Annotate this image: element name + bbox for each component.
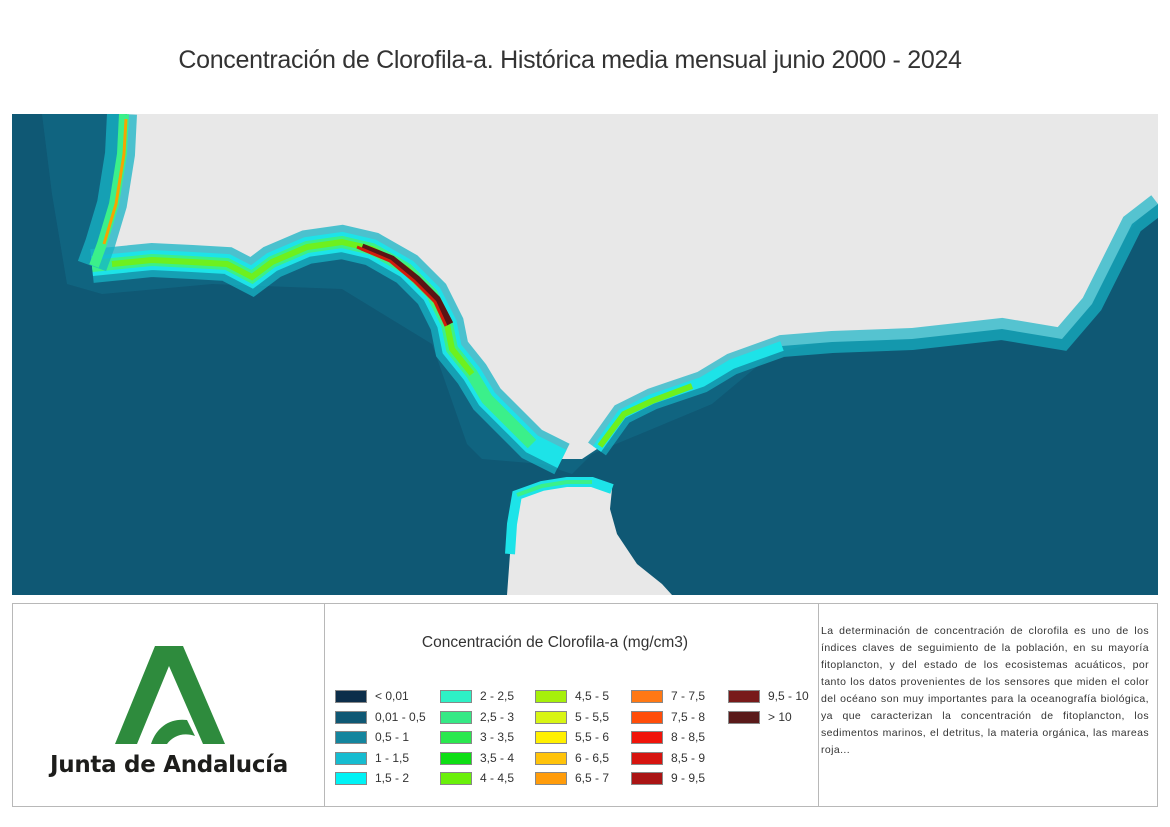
legend-label: 9 - 9,5	[671, 771, 706, 785]
legend-swatch	[440, 710, 472, 724]
legend-label: 5 - 5,5	[575, 709, 610, 724]
legend-label: 3,5 - 4	[480, 750, 515, 765]
legend-swatch	[535, 690, 567, 703]
legend-swatch	[335, 772, 367, 785]
legend-swatch	[335, 710, 367, 724]
legend-swatch	[440, 751, 472, 765]
legend-swatch	[631, 690, 663, 703]
legend-swatch	[631, 731, 663, 744]
legend-swatch	[535, 731, 567, 744]
description-section: La determinación de concentración de clo…	[819, 604, 1157, 806]
legend: Concentración de Clorofila-a (mg/cm3) < …	[325, 604, 819, 806]
legend-swatch	[631, 751, 663, 765]
junta-andalucia-logo-icon	[115, 646, 225, 744]
legend-swatch	[728, 710, 760, 724]
legend-swatch	[535, 772, 567, 785]
legend-label: 3 - 3,5	[480, 730, 515, 744]
legend-label: 8,5 - 9	[671, 750, 706, 765]
legend-label: 1,5 - 2	[375, 771, 410, 785]
coast-band-hot	[360, 243, 454, 326]
legend-label: 1 - 1,5	[375, 750, 410, 765]
legend-label: 5,5 - 6	[575, 730, 610, 744]
panel-divider	[818, 604, 819, 806]
legend-label: 0,5 - 1	[375, 730, 410, 744]
legend-label: 6,5 - 7	[575, 771, 610, 785]
legend-swatch	[631, 710, 663, 724]
legend-label: 7,5 - 8	[671, 709, 706, 724]
chlorophyll-map	[12, 114, 1158, 595]
africa-coast-band-2	[516, 480, 592, 497]
legend-label: 4,5 - 5	[575, 689, 610, 703]
bottom-panel: Junta de Andalucía Concentración de Clor…	[12, 603, 1158, 807]
legend-swatch	[335, 690, 367, 703]
legend-label: 4 - 4,5	[480, 771, 515, 785]
legend-label: 7 - 7,5	[671, 689, 706, 703]
legend-swatch	[535, 710, 567, 724]
map-title: Concentración de Clorofila-a. Histórica …	[178, 46, 962, 74]
org-name: Junta de Andalucía	[50, 752, 288, 778]
legend-swatch	[728, 690, 760, 703]
legend-label: 2,5 - 3	[480, 709, 515, 724]
med-coast-band-3	[597, 383, 694, 448]
legend-swatch	[440, 690, 472, 703]
legend-swatch	[631, 772, 663, 785]
land-africa	[507, 482, 672, 595]
legend-swatch	[440, 772, 472, 785]
legend-label: 0,01 - 0,5	[375, 709, 426, 724]
legend-label: 6 - 6,5	[575, 750, 610, 765]
legend-label: > 10	[768, 709, 792, 724]
legend-swatch	[335, 731, 367, 744]
legend-title: Concentración de Clorofila-a (mg/cm3)	[421, 634, 689, 651]
legend-swatch	[335, 751, 367, 765]
logo-section: Junta de Andalucía	[13, 604, 325, 806]
land-iberia	[92, 114, 1158, 459]
legend-label: < 0,01	[375, 689, 409, 703]
west-coast-band-3	[102, 118, 128, 245]
legend-label: 2 - 2,5	[480, 689, 515, 703]
description-text: La determinación de concentración de clo…	[821, 625, 1149, 756]
legend-label: 9,5 - 10	[768, 689, 809, 703]
legend-label: 8 - 8,5	[671, 730, 706, 744]
legend-swatch	[440, 731, 472, 744]
coast-band-orange	[356, 245, 448, 327]
panel-divider	[324, 604, 325, 806]
west-coast-band-2	[89, 114, 129, 268]
legend-swatch	[535, 751, 567, 765]
